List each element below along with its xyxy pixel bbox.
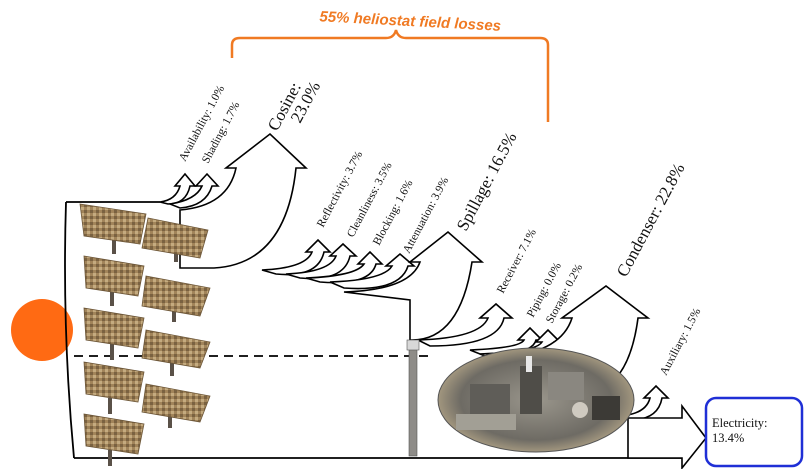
label-spillage: Spillage: 16.5% <box>453 129 521 234</box>
electricity-box <box>704 396 804 468</box>
heliostat <box>141 329 211 376</box>
label-auxiliary: Auxiliary: 1.5% <box>658 306 704 377</box>
label-condenser: Condenser: 22.8% <box>613 160 689 280</box>
sun <box>11 299 73 361</box>
heliostat <box>83 255 145 306</box>
brace-label: 55% heliostat field losses <box>319 8 501 34</box>
heliostat <box>83 413 145 466</box>
heliostat-field <box>79 203 211 466</box>
heliostat <box>83 361 145 414</box>
label-receiver: Receiver: 7.1% <box>495 227 539 296</box>
electricity-label-line2: 13.4% <box>712 431 745 445</box>
electricity-label: Electricity: 13.4% <box>712 416 796 446</box>
heliostat <box>141 383 211 428</box>
spillage-arrow <box>343 230 485 341</box>
energy-flow <box>64 201 688 459</box>
heliostat <box>79 203 147 254</box>
electricity-label-line1: Electricity: <box>712 416 768 430</box>
heliostat <box>141 217 209 262</box>
receiver-tower <box>406 339 420 457</box>
electricity-arrow <box>627 403 708 469</box>
power-plant-image <box>437 347 635 453</box>
shading-arrow <box>166 172 220 209</box>
attenuation-arrow <box>329 252 417 290</box>
receiver-arrow <box>417 302 515 347</box>
heliostat <box>83 307 145 360</box>
cosine-arrow <box>179 132 309 269</box>
heliostat <box>141 275 211 322</box>
